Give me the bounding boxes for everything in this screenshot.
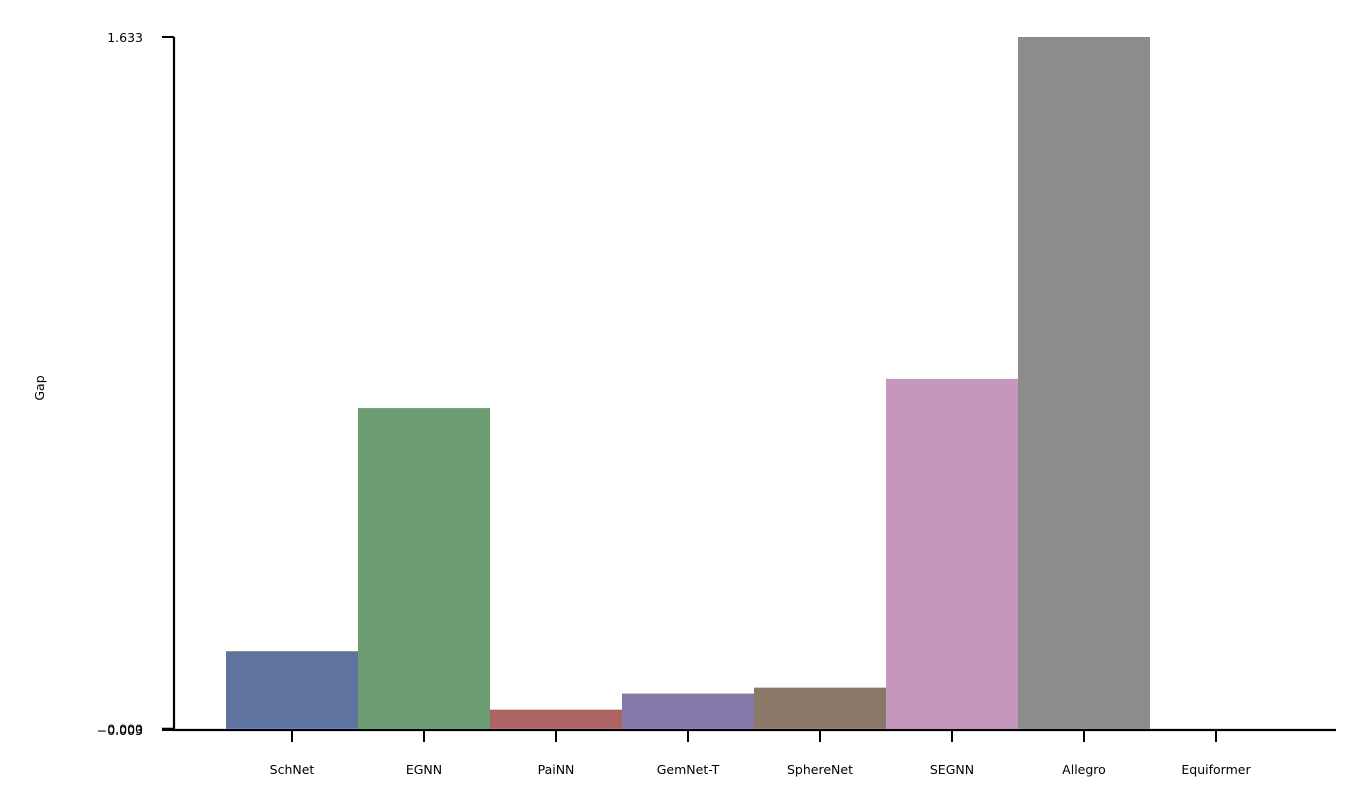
y-tick-label: −0.003: [97, 723, 143, 738]
bar-schnet: [226, 651, 358, 729]
x-tick-label-schnet: SchNet: [270, 762, 315, 777]
bar-segnn: [886, 378, 1018, 729]
bar-gemnet-t: [622, 693, 754, 729]
x-tick-label-gemnet-t: GemNet-T: [657, 762, 720, 777]
y-tick-label: 1.633: [107, 30, 143, 45]
bar-painn: [490, 709, 622, 729]
bar-allegro: [1018, 37, 1150, 729]
x-tick-label-segnn: SEGNN: [930, 762, 974, 777]
y-tick-label: 0.000: [107, 722, 143, 737]
bar-egnn: [358, 408, 490, 729]
x-tick-label-equiformer: Equiformer: [1181, 762, 1251, 777]
x-tick-label-allegro: Allegro: [1062, 762, 1106, 777]
x-tick-label-egnn: EGNN: [406, 762, 442, 777]
x-tick-label-spherenet: SphereNet: [787, 762, 853, 777]
bars-group: [226, 37, 1150, 729]
y-axis-label: Gap: [32, 375, 47, 400]
bar-spherenet: [754, 687, 886, 729]
x-tick-label-painn: PaiNN: [538, 762, 575, 777]
x-ticks: SchNet EGNN PaiNN GemNet-T SphereNet SEGNN All…: [270, 730, 1251, 777]
